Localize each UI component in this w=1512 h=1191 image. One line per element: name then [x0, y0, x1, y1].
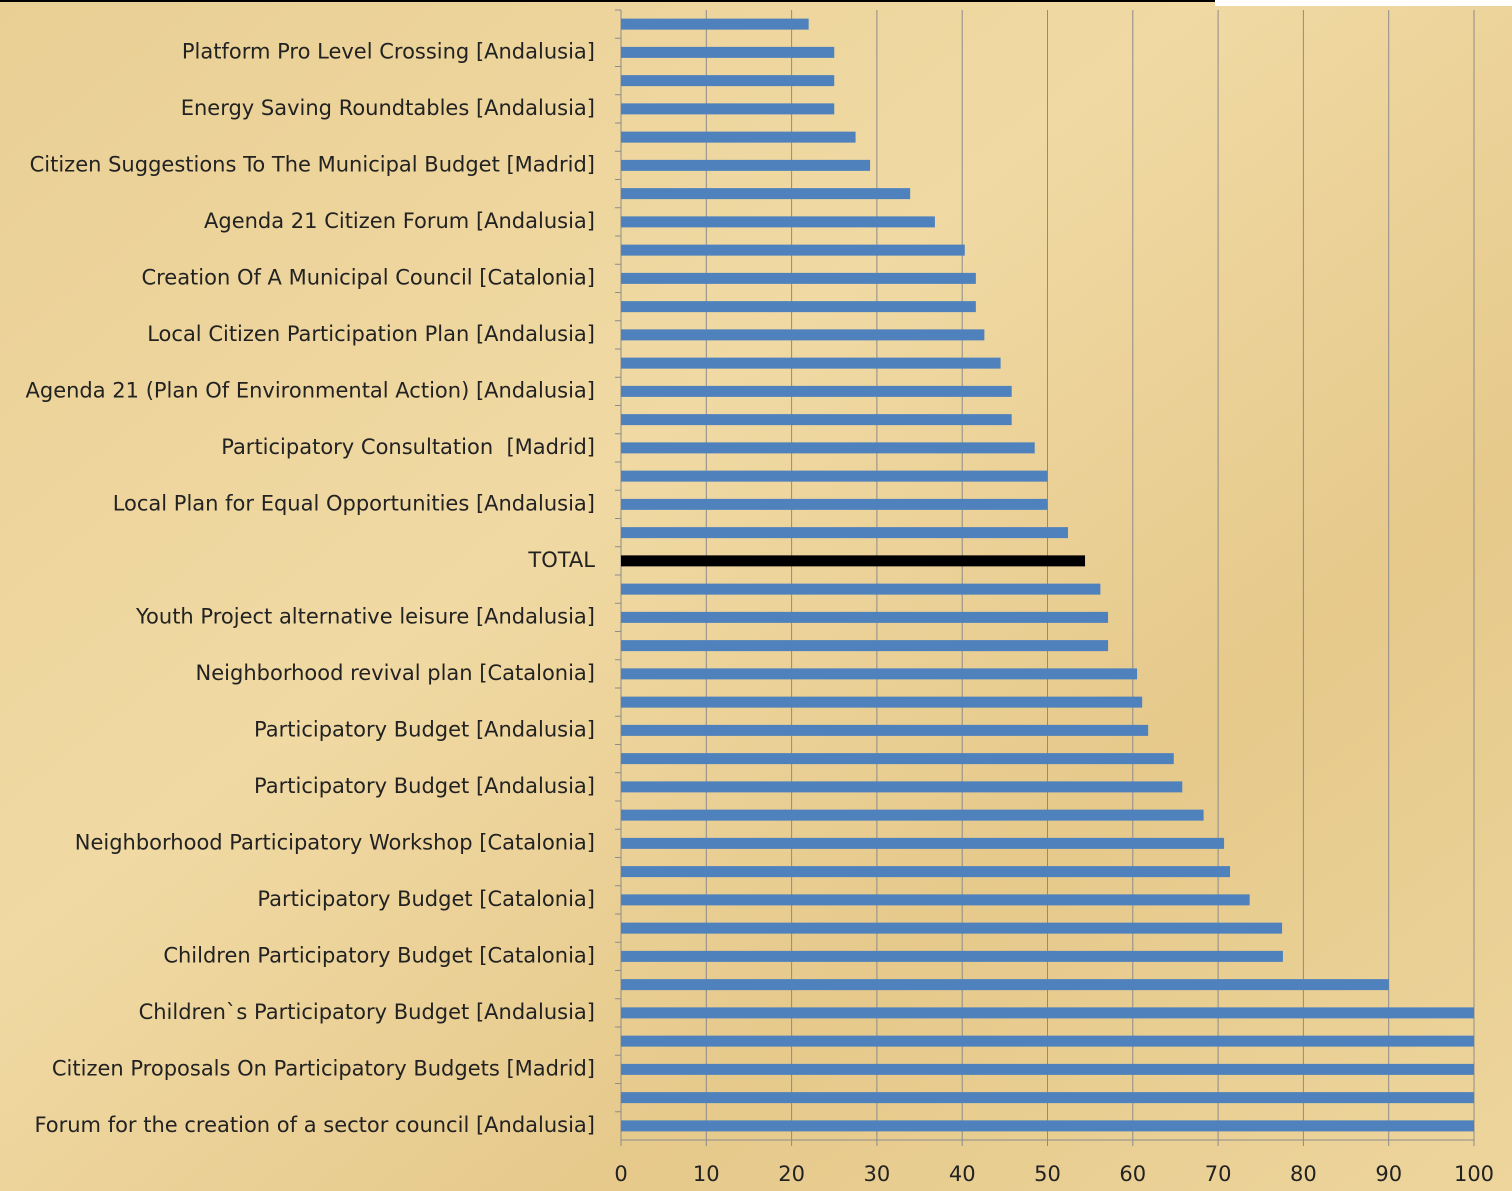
x-tick-label: 30 [864, 1162, 891, 1186]
y-tick-label: Local Citizen Participation Plan [Andalu… [147, 322, 595, 346]
bar [621, 301, 976, 313]
bar [621, 272, 976, 284]
y-tick-label: Children Participatory Budget [Catalonia… [163, 943, 595, 967]
y-tick-label: Youth Project alternative leisure [Andal… [135, 604, 595, 628]
y-tick-label: Platform Pro Level Crossing [Andalusia] [182, 39, 595, 63]
bar [621, 216, 935, 228]
bar [621, 131, 856, 143]
bar [621, 442, 1035, 454]
bar [621, 18, 809, 30]
y-tick-label: Participatory Consultation [Madrid] [221, 435, 595, 459]
x-tick-label: 100 [1454, 1162, 1494, 1186]
bar [621, 1035, 1474, 1047]
bar [621, 979, 1389, 991]
y-tick-label: Neighborhood Participatory Workshop [Cat… [75, 830, 595, 854]
y-tick-label: Participatory Budget [Andalusia] [254, 717, 595, 741]
bar [621, 696, 1143, 708]
bar [621, 724, 1149, 736]
bar [621, 470, 1048, 482]
x-tick-label: 0 [614, 1162, 627, 1186]
bar [621, 244, 965, 256]
bar [621, 414, 1012, 426]
y-tick-label: Citizen Proposals On Participatory Budge… [52, 1056, 595, 1080]
bar [621, 640, 1109, 652]
y-tick-label: Energy Saving Roundtables [Andalusia] [181, 96, 595, 120]
bar [621, 357, 1001, 369]
bar [621, 866, 1231, 878]
y-tick-label: Creation Of A Municipal Council [Catalon… [141, 265, 595, 289]
bar [621, 329, 985, 341]
bar [621, 668, 1138, 680]
bar [621, 46, 835, 58]
bar [621, 1120, 1474, 1132]
y-tick-label: Agenda 21 Citizen Forum [Andalusia] [204, 209, 595, 233]
y-tick-label: Forum for the creation of a sector counc… [34, 1113, 595, 1137]
bar [621, 159, 871, 171]
x-tick-label: 70 [1205, 1162, 1232, 1186]
bar [621, 583, 1101, 595]
y-tick-label: TOTAL [527, 548, 595, 572]
bar [621, 103, 835, 115]
y-tick-label: Children`s Participatory Budget [Andalus… [139, 1000, 595, 1024]
x-tick-label: 50 [1034, 1162, 1061, 1186]
bar [621, 922, 1283, 934]
x-tick-label: 40 [949, 1162, 976, 1186]
x-tick-label: 60 [1119, 1162, 1146, 1186]
bar [621, 1007, 1474, 1019]
bar [621, 498, 1048, 510]
x-tick-label: 10 [693, 1162, 720, 1186]
y-tick-label: Neighborhood revival plan [Catalonia] [196, 661, 595, 685]
y-tick-label: Agenda 21 (Plan Of Environmental Action)… [26, 378, 596, 402]
x-tick-label: 80 [1290, 1162, 1317, 1186]
bar [621, 753, 1174, 765]
bar [621, 1092, 1474, 1104]
y-tick-label: Local Plan for Equal Opportunities [Anda… [113, 491, 595, 515]
bar [621, 1063, 1474, 1075]
y-tick-label: Citizen Suggestions To The Municipal Bud… [30, 152, 595, 176]
bar [621, 555, 1086, 567]
bar [621, 950, 1283, 962]
y-tick-label: Participatory Budget [Catalonia] [257, 887, 595, 911]
top-edge [1215, 0, 1512, 6]
bar [621, 894, 1250, 906]
bar [621, 385, 1012, 397]
bar [621, 188, 911, 200]
bar [621, 809, 1204, 821]
bar [621, 837, 1225, 849]
y-tick-label: Participatory Budget [Andalusia] [254, 774, 595, 798]
bar [621, 527, 1068, 539]
bar [621, 75, 835, 87]
bar [621, 781, 1183, 793]
bar [621, 611, 1109, 623]
x-tick-label: 90 [1375, 1162, 1402, 1186]
x-tick-label: 20 [778, 1162, 805, 1186]
